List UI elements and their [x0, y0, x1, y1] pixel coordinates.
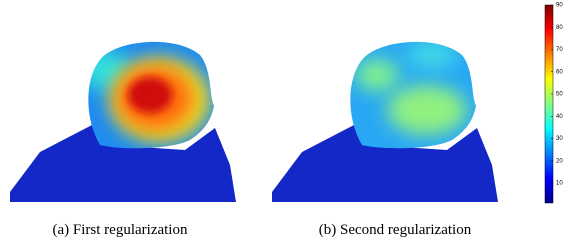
tick-label: 90: [556, 3, 563, 9]
tick-label: 50: [556, 92, 563, 98]
tick-label: 80: [556, 25, 563, 31]
colorbar-scale: [545, 5, 553, 203]
tick-label: 20: [556, 158, 563, 164]
tick-label: 10: [556, 181, 563, 187]
tick-label: 40: [556, 114, 563, 120]
tick-label: 70: [556, 47, 563, 53]
caption: (b) Second regularization: [319, 222, 472, 238]
colorbar: 10 20 30 40 50 60 70 80 90: [545, 3, 563, 203]
caption: (a) First regularization: [53, 222, 188, 238]
figure: (a) First regularization (b) Second regu…: [0, 0, 567, 244]
panel-b: (b) Second regularization: [272, 41, 498, 238]
tick-label: 60: [556, 69, 563, 75]
panel-a: (a) First regularization: [10, 42, 236, 238]
tick-label: 30: [556, 136, 563, 142]
